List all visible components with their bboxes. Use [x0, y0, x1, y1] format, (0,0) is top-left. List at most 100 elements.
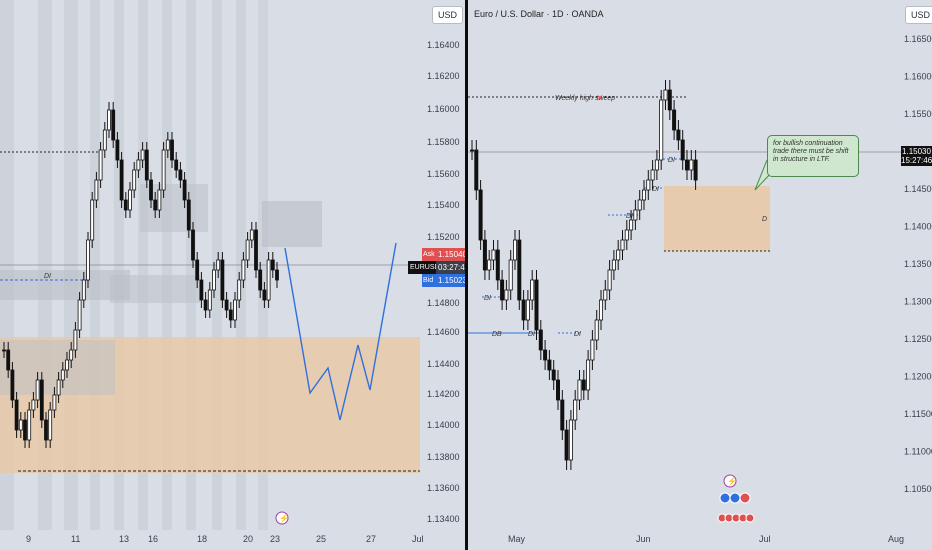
left-currency-button[interactable]: USD	[432, 6, 464, 24]
left-y-tick: 1.13800	[427, 452, 460, 462]
candle-body	[530, 279, 535, 301]
right-y-ticks: 1.16500 1.16000 1.15500 1.14500 1.14000 1.135…	[904, 34, 932, 494]
right-x-tick: Jun	[636, 534, 651, 544]
candle-body	[598, 299, 603, 321]
candle-body	[258, 269, 263, 291]
candle-body	[207, 289, 212, 311]
right-price-value: 1.15030	[902, 147, 931, 156]
gray-zone-2	[110, 275, 200, 303]
right-y-tick: 1.11000	[904, 447, 932, 457]
right-chart-pane[interactable]: D Weekly high sweep ✕ DB DI DI DI DI DI …	[468, 0, 932, 550]
gray-zone-5	[262, 201, 322, 247]
left-chart-pane[interactable]: DI 1.16400 1.16200 1.16000 1.15800 1.15600 1.…	[0, 0, 465, 550]
bid-label: Bid	[422, 274, 436, 287]
di-label: DI	[44, 273, 51, 280]
left-x-tick: 18	[197, 534, 207, 544]
candle-body	[262, 289, 267, 301]
right-x-tick: May	[508, 534, 526, 544]
candle-body	[633, 209, 638, 221]
right-price-axis[interactable]	[902, 0, 932, 530]
candle-body	[18, 419, 23, 431]
sweep-label: Weekly high sweep	[555, 95, 615, 102]
left-y-tick: 1.15600	[427, 169, 460, 179]
left-x-tick: 23	[270, 534, 280, 544]
left-y-tick: 1.14400	[427, 359, 460, 369]
right-y-tick: 1.10500	[904, 484, 932, 494]
candle-body	[487, 259, 492, 271]
gray-zone-1	[0, 270, 130, 300]
left-x-tick: Jul	[412, 534, 424, 544]
lightning-icon[interactable]	[275, 511, 289, 525]
right-y-tick: 1.12500	[904, 334, 932, 344]
right-x-ticks: May Jun Jul Aug	[508, 534, 904, 544]
candle-body	[174, 159, 179, 171]
candle-body	[624, 229, 629, 241]
candle-body	[551, 369, 556, 381]
right-chart-canvas[interactable]: D Weekly high sweep ✕ DB DI DI DI DI DI …	[468, 0, 932, 550]
candle-body	[107, 109, 111, 131]
candle-body	[680, 139, 685, 161]
left-y-tick: 1.16200	[427, 71, 460, 81]
candle-body	[77, 299, 82, 331]
right-demand-zone	[664, 186, 770, 251]
di-label-2: DI	[528, 331, 535, 338]
candle-body	[195, 259, 200, 281]
candle-body	[646, 179, 651, 191]
candle-body	[27, 409, 32, 441]
right-y-tick: 1.16000	[904, 72, 932, 82]
candle-body	[482, 239, 487, 271]
calendar-events-icon[interactable]	[717, 492, 755, 523]
candle-body	[170, 139, 174, 161]
candle-body	[270, 259, 275, 271]
candle-body	[128, 189, 132, 211]
candle-body	[275, 269, 279, 281]
right-x-tick: Aug	[888, 534, 904, 544]
right-y-tick: 1.14000	[904, 222, 932, 232]
candle-body	[216, 259, 221, 271]
candle-body	[90, 199, 95, 241]
candle-body	[616, 249, 621, 261]
candle-body	[667, 89, 672, 111]
left-x-ticks: 9 11 13 16 18 20 23 25 27 Jul	[26, 534, 424, 544]
candle-body	[241, 259, 246, 281]
left-y-tick: 1.14000	[427, 420, 460, 430]
right-price-countdown: 15:27:46	[901, 156, 932, 165]
left-x-tick: 13	[119, 534, 129, 544]
candle-body	[182, 179, 187, 201]
db-label: DB	[492, 331, 502, 338]
candle-body	[672, 109, 677, 131]
candle-body	[10, 369, 15, 401]
lightning-event-glyph: ⚡	[727, 476, 737, 486]
candle-body	[81, 279, 86, 301]
di-label-3: DI	[574, 331, 581, 338]
lightning-event-icon[interactable]	[723, 474, 737, 488]
right-y-tick: 1.11500	[904, 409, 932, 419]
left-candles	[2, 102, 279, 448]
bid-price: 1.15023	[436, 274, 465, 287]
pane-divider[interactable]	[465, 0, 468, 550]
candle-body	[86, 239, 90, 281]
candle-body	[224, 299, 229, 311]
candle-body	[543, 349, 548, 361]
candle-body	[577, 379, 582, 401]
left-y-tick: 1.15400	[427, 200, 460, 210]
candle-body	[115, 139, 120, 161]
zone-d-label: D	[762, 216, 767, 223]
candle-body	[654, 159, 659, 171]
candle-body	[6, 349, 11, 371]
analysis-note[interactable]: for bullish continuation trade there mus…	[767, 135, 859, 177]
candle-body	[119, 159, 124, 201]
candle-body	[594, 319, 599, 341]
candle-body	[161, 149, 166, 191]
right-currency-button[interactable]: USD	[905, 6, 932, 24]
candle-body	[676, 129, 681, 141]
candle-body	[73, 329, 78, 351]
candle-body	[504, 289, 509, 301]
candle-body	[637, 199, 642, 211]
candle-body	[233, 299, 237, 321]
left-y-tick: 1.13600	[427, 483, 460, 493]
candle-body	[245, 239, 250, 261]
right-y-tick: 1.12000	[904, 372, 932, 382]
left-chart-canvas[interactable]: DI 1.164001.162001.160001.158001.156001.…	[0, 0, 465, 550]
left-y-tick: 1.15800	[427, 137, 460, 147]
